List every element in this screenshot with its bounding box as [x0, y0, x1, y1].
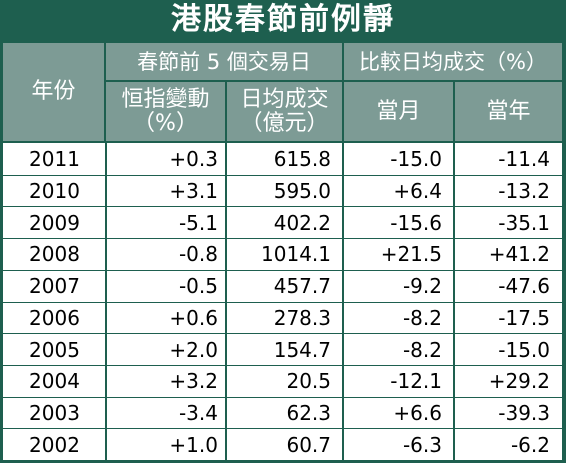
cell-vs-month: -6.3 — [402, 432, 442, 457]
header-year: 年份 — [3, 43, 104, 141]
cell-avg-turnover: 615.8 — [273, 146, 331, 171]
header-vs-month-label: 當月 — [376, 98, 421, 124]
column-divider — [342, 143, 344, 460]
cell-vs-year: +29.2 — [488, 369, 550, 394]
header-year-label: 年份 — [31, 79, 76, 104]
cell-avg-turnover: 457.7 — [273, 274, 331, 299]
cell-hsi-change: +1.0 — [169, 432, 218, 457]
cell-avg-turnover: 1014.1 — [261, 242, 331, 267]
cell-vs-month: -15.0 — [390, 146, 442, 171]
cell-vs-month: -15.6 — [390, 210, 442, 235]
table-row: 2009 -5.1 402.2 -15.6 -35.1 — [3, 206, 562, 238]
cell-vs-year: -17.5 — [498, 305, 550, 330]
cell-hsi-change: -3.4 — [178, 400, 218, 425]
table-row: 2005 +2.0 154.7 -8.2 -15.0 — [3, 333, 562, 365]
header-group-pre-holiday-label: 春節前 5 個交易日 — [137, 49, 311, 74]
table-row: 2011 +0.3 615.8 -15.0 -11.4 — [3, 143, 562, 175]
cell-avg-turnover: 278.3 — [273, 305, 331, 330]
cell-avg-turnover: 154.7 — [273, 337, 331, 362]
table-row: 2003 -3.4 62.3 +6.6 -39.3 — [3, 396, 562, 429]
header-vs-month: 當月 — [344, 82, 453, 141]
cell-hsi-change: +0.6 — [169, 305, 218, 330]
cell-hsi-change: +0.3 — [169, 146, 218, 171]
column-divider — [225, 143, 227, 460]
cell-year: 2011 — [29, 146, 80, 171]
cell-vs-month: +6.4 — [393, 179, 442, 204]
header-group-avg-turnover-compare: 比較日均成交（%） — [344, 43, 562, 80]
table-row: 2010 +3.1 595.0 +6.4 -13.2 — [3, 174, 562, 207]
header-group-compare-label: 比較日均成交（%） — [359, 49, 547, 74]
cell-vs-month: +6.6 — [393, 400, 442, 425]
header-avg-turnover-line2: （億元） — [240, 110, 329, 136]
cell-vs-year: -6.2 — [510, 432, 550, 457]
cell-avg-turnover: 62.3 — [286, 400, 331, 425]
cell-vs-year: -13.2 — [498, 179, 550, 204]
cell-vs-month: +21.5 — [380, 242, 442, 267]
header-group-pre-holiday: 春節前 5 個交易日 — [106, 43, 342, 80]
table-row: 2008 -0.8 1014.1 +21.5 +41.2 — [3, 238, 562, 270]
cell-year: 2005 — [29, 337, 80, 362]
table-row: 2006 +0.6 278.3 -8.2 -17.5 — [3, 301, 562, 334]
cell-vs-month: -12.1 — [390, 369, 442, 394]
cell-hsi-change: -5.1 — [178, 210, 218, 235]
header-hsi-change: 恒指變動 （%） — [106, 82, 225, 141]
cell-avg-turnover: 595.0 — [273, 179, 331, 204]
header-avg-turnover: 日均成交 （億元） — [227, 82, 342, 141]
table-title: 港股春節前例靜 — [171, 2, 395, 37]
cell-year: 2004 — [29, 369, 80, 394]
cell-vs-year: -11.4 — [498, 146, 550, 171]
header-avg-turnover-line1: 日均成交 — [240, 86, 329, 112]
cell-vs-year: -47.6 — [498, 274, 550, 299]
cell-year: 2003 — [29, 400, 80, 425]
cell-hsi-change: +2.0 — [169, 337, 218, 362]
header-hsi-change-line1: 恒指變動 — [121, 86, 210, 112]
column-divider — [105, 143, 107, 460]
cell-vs-month: -8.2 — [402, 305, 442, 330]
cell-avg-turnover: 20.5 — [286, 369, 331, 394]
cell-year: 2009 — [29, 210, 80, 235]
cell-avg-turnover: 60.7 — [286, 432, 331, 457]
cell-year: 2008 — [29, 242, 80, 267]
cell-vs-month: -9.2 — [402, 274, 442, 299]
header-hsi-change-line2: （%） — [133, 110, 198, 136]
cell-year: 2007 — [29, 274, 80, 299]
cell-year: 2010 — [29, 179, 80, 204]
cell-vs-year: -39.3 — [498, 400, 550, 425]
table-row: 2002 +1.0 60.7 -6.3 -6.2 — [3, 428, 562, 460]
cell-hsi-change: +3.1 — [169, 179, 218, 204]
table-body: 2011 +0.3 615.8 -15.0 -11.4 2010 +3.1 59… — [3, 143, 562, 460]
header-vs-year: 當年 — [455, 82, 562, 141]
cell-vs-month: -8.2 — [402, 337, 442, 362]
cell-year: 2002 — [29, 432, 80, 457]
cell-vs-year: -15.0 — [498, 337, 550, 362]
cell-year: 2006 — [29, 305, 80, 330]
header-vs-year-label: 當年 — [486, 98, 531, 124]
cell-vs-year: +41.2 — [488, 242, 550, 267]
cell-vs-year: -35.1 — [498, 210, 550, 235]
table-row: 2007 -0.5 457.7 -9.2 -47.6 — [3, 269, 562, 302]
cell-hsi-change: -0.8 — [178, 242, 218, 267]
column-divider — [453, 143, 455, 460]
cell-hsi-change: -0.5 — [178, 274, 218, 299]
cell-avg-turnover: 402.2 — [273, 210, 331, 235]
table-row: 2004 +3.2 20.5 -12.1 +29.2 — [3, 364, 562, 397]
cell-hsi-change: +3.2 — [169, 369, 218, 394]
